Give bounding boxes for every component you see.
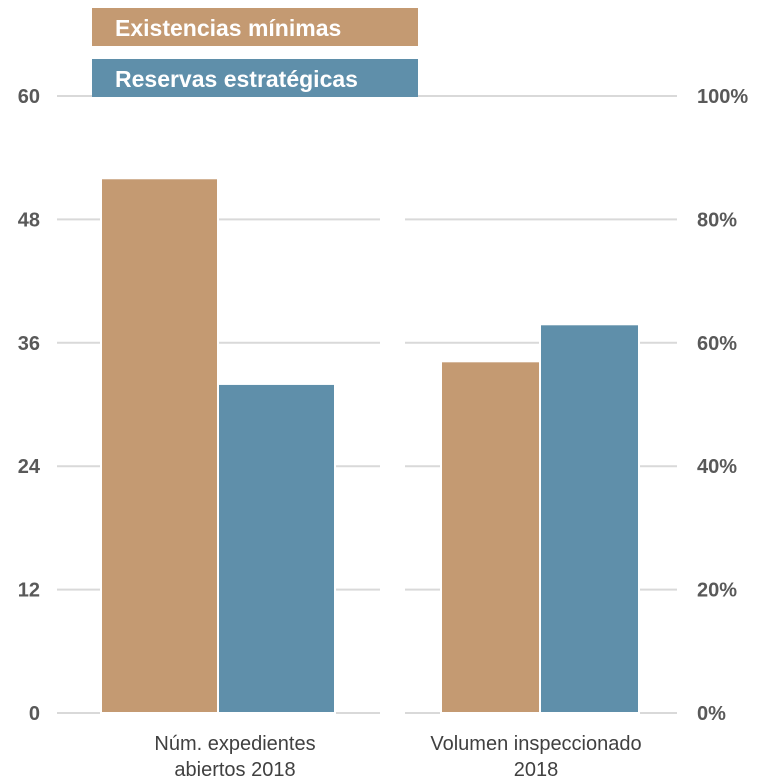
legend-swatch	[92, 59, 418, 97]
category-labels: Núm. expedientes abiertos 2018 Volumen ins…	[154, 733, 641, 777]
left-tick-label: 24	[18, 456, 41, 478]
right-axis-ticks: 0% 20% 40% 60% 80% 100%	[697, 86, 748, 725]
left-tick-label: 36	[18, 333, 40, 355]
right-tick-label: 20%	[697, 580, 737, 602]
left-tick-label: 48	[18, 209, 40, 231]
right-tick-label: 40%	[697, 456, 737, 478]
legend: Existencias mínimas Reservas estratégicas	[92, 8, 418, 97]
bar	[100, 177, 219, 714]
right-tick-label: 80%	[697, 209, 737, 231]
bar	[539, 323, 640, 714]
left-tick-label: 0	[29, 703, 40, 725]
legend-label: Reservas estratégicas	[115, 66, 358, 92]
left-tick-label: 12	[18, 580, 40, 602]
legend-label: Existencias mínimas	[115, 15, 341, 41]
bar	[217, 382, 336, 714]
left-tick-label: 60	[18, 86, 40, 108]
legend-swatch	[92, 8, 418, 46]
right-tick-label: 100%	[697, 86, 748, 108]
left-axis-ticks: 0 12 24 36 48 60	[18, 86, 41, 725]
category-label: Volumen inspeccionado 2018	[430, 733, 641, 777]
bar	[440, 360, 541, 714]
right-tick-label: 0%	[697, 703, 726, 725]
bars	[100, 177, 640, 714]
right-tick-label: 60%	[697, 333, 737, 355]
category-label: Núm. expedientes abiertos 2018	[154, 733, 315, 777]
